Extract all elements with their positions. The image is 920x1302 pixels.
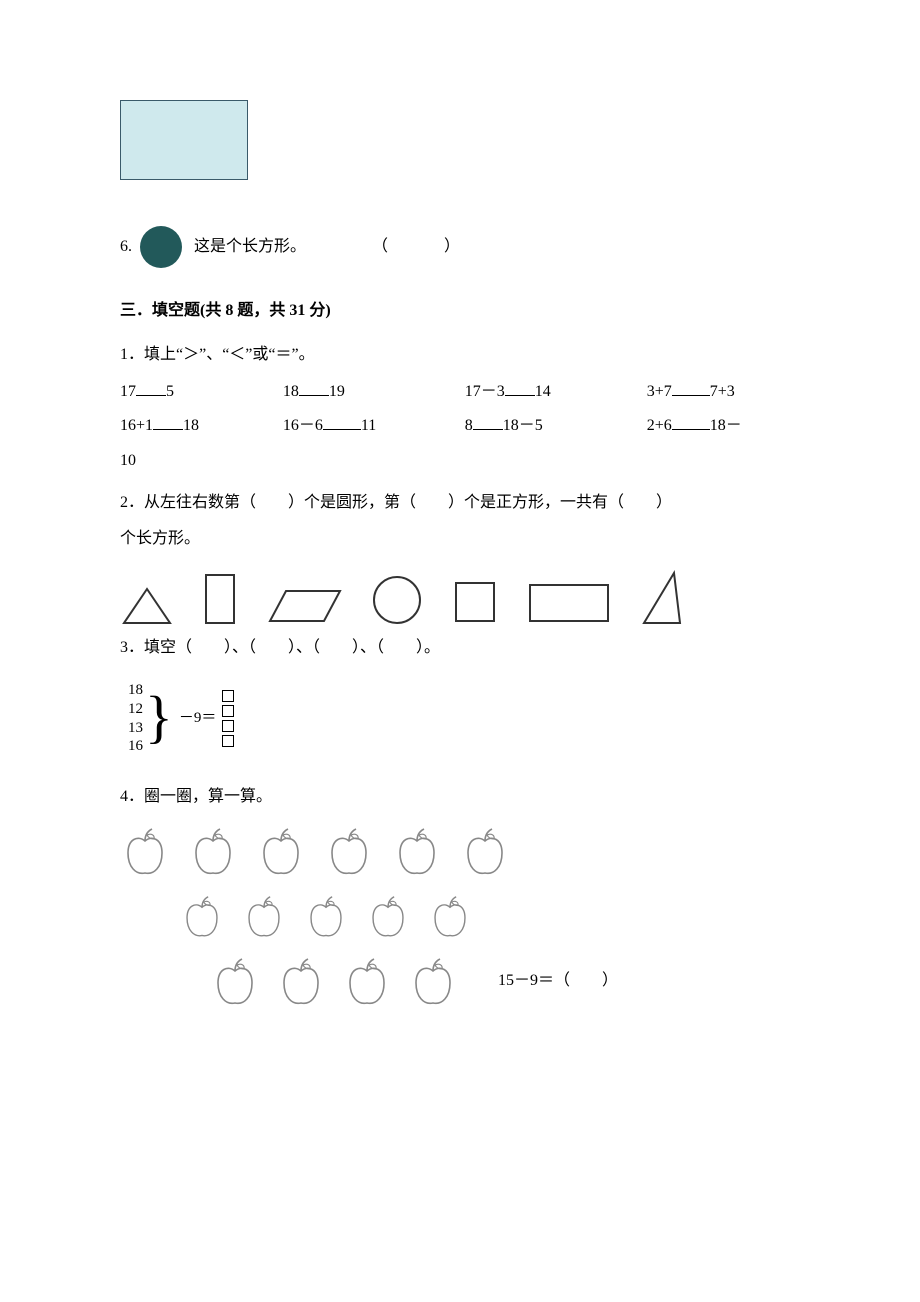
apple-icon (342, 955, 392, 1009)
circle-shape (370, 573, 424, 627)
r1c-blank[interactable] (505, 381, 535, 396)
q3-4-text: 4．圈一圈，算一算。 (120, 782, 800, 812)
section-3-title: 三．填空题(共 8 题，共 31 分) (120, 296, 800, 326)
q3-3-result-boxes (222, 690, 234, 747)
tall-rectangle-shape (200, 571, 240, 627)
apple-icon (242, 893, 286, 941)
apple-row-1 (120, 825, 800, 879)
wide-rectangle-shape (526, 579, 612, 627)
q3-2-text-a: 2．从左往右数第（ ）个是圆形，第（ ）个是正方形，一共有（ ） (120, 488, 800, 518)
q3-3-op: －9＝ (179, 704, 217, 733)
r1d-blank[interactable] (672, 381, 710, 396)
ln-0: 18 (128, 681, 143, 700)
right-triangle-shape (638, 569, 686, 627)
apple-icon (188, 825, 238, 879)
q3-4-expression: 15－9＝（ ） (498, 966, 618, 996)
apple-icon (324, 825, 374, 879)
ln-2: 13 (128, 719, 143, 738)
apple-row-2 (180, 893, 800, 941)
ln-1: 12 (128, 700, 143, 719)
apple-icon (276, 955, 326, 1009)
apple-icon (180, 893, 224, 941)
q3-4-expr-paren[interactable]: （ ） (554, 972, 618, 989)
r2b-right: 11 (361, 417, 376, 434)
r1c-right: 14 (535, 383, 551, 400)
r1d-right: 7+3 (710, 383, 735, 400)
r1b-blank[interactable] (299, 381, 329, 396)
r2a-left: 16+1 (120, 417, 153, 434)
right-brace-icon: } (145, 691, 173, 743)
apple-icon (428, 893, 472, 941)
r2a-blank[interactable] (153, 415, 183, 430)
r1d-left: 3+7 (647, 383, 672, 400)
q3-2-text-b: 个长方形。 (120, 524, 800, 554)
apple-icon (210, 955, 260, 1009)
r2b-left: 16－6 (283, 417, 323, 434)
q6-number: 6. (120, 232, 132, 262)
r1a-blank[interactable] (136, 381, 166, 396)
q6-text: 这是个长方形。 (194, 232, 306, 262)
q3-2-shapes-row (120, 569, 800, 627)
question-6-line: 6. 这是个长方形。 （ ） (120, 226, 800, 268)
q6-circle-shape (140, 226, 182, 268)
q3-1-row1: 17 5 18 19 17－3 14 3+7 7+3 (120, 377, 800, 407)
q3-1-prompt: 1．填上“＞”、“＜”或“＝”。 (120, 340, 800, 370)
q3-4-apples: 15－9＝（ ） (120, 825, 800, 1009)
r2d-left: 2+6 (647, 417, 672, 434)
q3-1-row2: 16+1 18 16－6 11 8 18－5 2+6 18－ (120, 411, 800, 441)
apple-icon (366, 893, 410, 941)
apple-icon (256, 825, 306, 879)
q3-3-left-numbers: 18 12 13 16 (128, 681, 143, 756)
r1b-left: 18 (283, 383, 299, 400)
q3-3-text: 3．填空（ ）、（ ）、（ ）、（ ）。 (120, 633, 800, 663)
r1c-left: 17－3 (465, 383, 505, 400)
r2a-right: 18 (183, 417, 199, 434)
result-box-0[interactable] (222, 690, 234, 702)
blue-rectangle-figure (120, 100, 248, 180)
r2c-right: 18－5 (503, 417, 543, 434)
r2d-right-l1: 18－ (710, 417, 742, 434)
apple-icon (304, 893, 348, 941)
square-shape (450, 577, 500, 627)
r2c-left: 8 (465, 417, 473, 434)
result-box-2[interactable] (222, 720, 234, 732)
apple-icon (120, 825, 170, 879)
apple-icon (408, 955, 458, 1009)
r2c-blank[interactable] (473, 415, 503, 430)
q6-answer-blank[interactable]: （ ） (372, 232, 468, 262)
result-box-3[interactable] (222, 735, 234, 747)
apple-icon (460, 825, 510, 879)
q3-3-brace-block: 18 12 13 16 } －9＝ (128, 681, 800, 756)
apple-row-3: 15－9＝（ ） (210, 955, 800, 1009)
r2d-blank[interactable] (672, 415, 710, 430)
r1a-right: 5 (166, 383, 174, 400)
result-box-1[interactable] (222, 705, 234, 717)
q3-4-expr-left: 15－9＝ (498, 972, 554, 989)
r2b-blank[interactable] (323, 415, 361, 430)
r1b-right: 19 (329, 383, 345, 400)
apple-icon (392, 825, 442, 879)
ln-3: 16 (128, 737, 143, 756)
parallelogram-shape (266, 585, 344, 627)
r2d-right-l2: 10 (120, 446, 800, 476)
r1a-left: 17 (120, 383, 136, 400)
triangle-shape (120, 583, 174, 627)
